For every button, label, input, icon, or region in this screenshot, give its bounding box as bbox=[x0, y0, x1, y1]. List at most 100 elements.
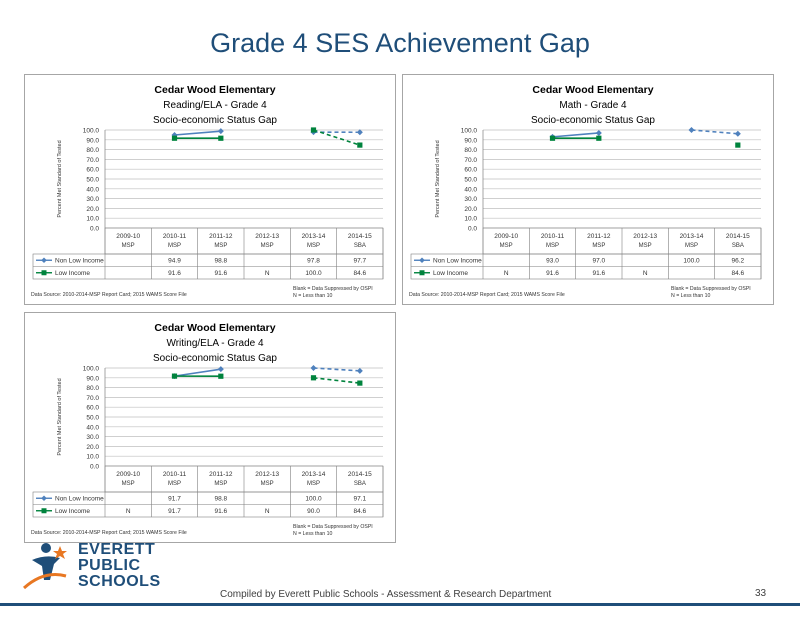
non-low-income-point bbox=[310, 365, 317, 371]
y-tick-label: 20.0 bbox=[86, 206, 99, 213]
y-tick-label: 0.0 bbox=[90, 464, 99, 471]
data-source-note: Data Source: 2010-2014-MSP Report Card; … bbox=[409, 292, 565, 298]
test-label: MSP bbox=[168, 243, 181, 249]
chart-title-line-1: Cedar Wood Elementary bbox=[154, 84, 275, 96]
table-cell-value: 84.6 bbox=[354, 508, 367, 515]
low-income-point bbox=[735, 142, 741, 148]
category-label: 2012-13 bbox=[633, 233, 657, 240]
legend-diamond-icon bbox=[41, 495, 47, 502]
test-label: MSP bbox=[592, 243, 605, 249]
non-low-income-line bbox=[174, 130, 221, 136]
table-cell-value: 97.7 bbox=[354, 258, 367, 265]
y-tick-label: 100.0 bbox=[83, 128, 100, 135]
category-label: 2010-11 bbox=[163, 233, 187, 240]
test-label: MSP bbox=[122, 243, 135, 249]
category-label: 2014-15 bbox=[348, 233, 372, 240]
table-cell-value: 98.8 bbox=[215, 258, 228, 265]
category-label: 2009-10 bbox=[116, 233, 140, 240]
category-label: 2014-15 bbox=[726, 233, 750, 240]
category-label: 2011-12 bbox=[209, 471, 233, 478]
table-cell-value: 91.6 bbox=[215, 270, 228, 277]
category-label: 2011-12 bbox=[587, 233, 611, 240]
chart-title-line-3: Socio-economic Status Gap bbox=[153, 353, 277, 364]
table-cell-value: N bbox=[643, 270, 648, 277]
logo-line-1: EVERETT bbox=[78, 541, 156, 558]
y-tick-label: 40.0 bbox=[464, 186, 477, 193]
y-tick-label: 70.0 bbox=[464, 157, 477, 164]
non-low-income-point bbox=[356, 367, 363, 374]
test-label: MSP bbox=[122, 481, 135, 487]
legend-square-icon bbox=[41, 270, 47, 276]
series-row-label: Low Income bbox=[433, 270, 468, 277]
y-tick-label: 80.0 bbox=[86, 147, 99, 154]
y-tick-label: 60.0 bbox=[86, 167, 99, 174]
low-income-point bbox=[310, 375, 317, 381]
y-tick-label: 100.0 bbox=[461, 128, 478, 135]
y-tick-label: 0.0 bbox=[90, 226, 99, 233]
non-low-income-point bbox=[595, 129, 602, 136]
logo-figure-icon bbox=[22, 543, 67, 590]
footnote: N = Less than 10 bbox=[293, 293, 332, 299]
low-income-point bbox=[218, 135, 224, 141]
table-cell-value: 93.0 bbox=[546, 258, 559, 265]
non-low-income-line bbox=[313, 367, 360, 372]
y-tick-label: 40.0 bbox=[86, 424, 99, 431]
chart-svg: Cedar Wood Elementary Reading/ELA - Grade… bbox=[31, 84, 384, 299]
y-tick-label: 60.0 bbox=[464, 167, 477, 174]
data-source-note: Data Source: 2010-2014-MSP Report Card; … bbox=[31, 530, 187, 536]
y-tick-label: 30.0 bbox=[86, 196, 99, 203]
y-axis-label: Percent Met Standard of Tested bbox=[57, 140, 63, 217]
table-cell-value: 91.7 bbox=[168, 508, 181, 515]
y-tick-label: 60.0 bbox=[86, 405, 99, 412]
low-income-point bbox=[218, 373, 224, 379]
data-source-note: Data Source: 2010-2014-MSP Report Card; … bbox=[31, 292, 187, 298]
chart-title-line-2: Math - Grade 4 bbox=[559, 100, 627, 111]
chart-svg: Cedar Wood Elementary Writing/ELA - Grade… bbox=[31, 322, 384, 537]
non-low-income-point bbox=[688, 127, 695, 133]
legend-square-icon bbox=[41, 508, 47, 514]
y-tick-label: 50.0 bbox=[86, 415, 99, 422]
test-label: MSP bbox=[685, 243, 698, 249]
footer-rule bbox=[0, 603, 800, 606]
y-tick-label: 20.0 bbox=[464, 206, 477, 213]
non-low-income-line bbox=[552, 132, 599, 138]
category-label: 2010-11 bbox=[163, 471, 187, 478]
category-label: 2010-11 bbox=[541, 233, 565, 240]
non-low-income-line bbox=[691, 129, 738, 135]
table-cell-value: 94.9 bbox=[168, 258, 181, 265]
series-row-label: Non Low Income bbox=[55, 258, 104, 265]
non-low-income-point bbox=[217, 366, 224, 373]
table-cell-value: 91.7 bbox=[168, 496, 181, 503]
table-cell-value: 91.6 bbox=[546, 270, 559, 277]
table-cell-value: 97.8 bbox=[307, 258, 320, 265]
category-label: 2013-14 bbox=[302, 233, 326, 240]
test-label: MSP bbox=[261, 243, 274, 249]
test-label: MSP bbox=[639, 243, 652, 249]
table-cell-value: 91.6 bbox=[593, 270, 606, 277]
category-label: 2013-14 bbox=[302, 471, 326, 478]
non-low-income-point bbox=[356, 129, 363, 136]
y-tick-label: 10.0 bbox=[464, 216, 477, 223]
chart-title-line-1: Cedar Wood Elementary bbox=[154, 322, 275, 334]
series-row-label: Non Low Income bbox=[55, 496, 104, 503]
low-income-point bbox=[596, 135, 602, 141]
low-income-point bbox=[357, 380, 363, 386]
table-cell-value: 91.6 bbox=[215, 508, 228, 515]
test-label: SBA bbox=[732, 243, 744, 249]
y-tick-label: 50.0 bbox=[464, 177, 477, 184]
test-label: MSP bbox=[168, 481, 181, 487]
y-tick-label: 90.0 bbox=[86, 137, 99, 144]
y-tick-label: 20.0 bbox=[86, 444, 99, 451]
footer-credit: Compiled by Everett Public Schools - Ass… bbox=[220, 589, 552, 600]
logo-line-2: PUBLIC bbox=[78, 557, 141, 574]
y-tick-label: 100.0 bbox=[83, 366, 100, 373]
test-label: MSP bbox=[214, 243, 227, 249]
low-income-line bbox=[313, 377, 360, 384]
chart-title-line-1: Cedar Wood Elementary bbox=[532, 84, 653, 96]
chart-panel-writing: Cedar Wood Elementary Writing/ELA - Grade… bbox=[24, 312, 396, 543]
footnote: Blank = Data Suppressed by OSPI bbox=[293, 286, 373, 292]
y-tick-label: 70.0 bbox=[86, 395, 99, 402]
table-cell-value: 100.0 bbox=[305, 270, 322, 277]
table-cell-value: 90.0 bbox=[307, 508, 320, 515]
chart-panel-reading: Cedar Wood Elementary Reading/ELA - Grade… bbox=[24, 74, 396, 305]
